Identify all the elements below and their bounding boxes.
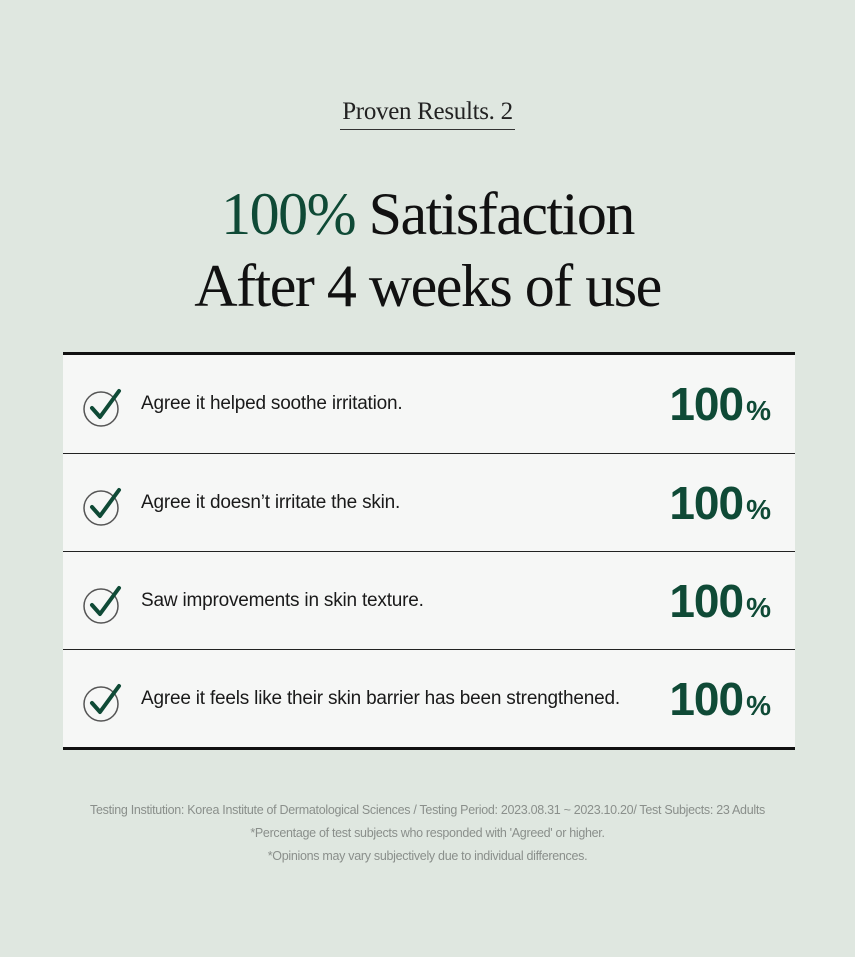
check-circle-icon [83,684,121,722]
result-value: 100% [669,672,771,726]
result-number: 100 [669,378,744,430]
results-table: Agree it helped soothe irritation. 100% … [63,352,795,750]
result-unit: % [746,395,771,426]
result-row: Agree it feels like their skin barrier h… [63,649,795,747]
check-circle-icon [83,586,121,624]
result-number: 100 [669,672,744,725]
result-label: Agree it doesn’t irritate the skin. [141,491,401,513]
result-row: Saw improvements in skin texture. 100% [63,551,795,649]
check-circle-icon [83,488,121,526]
result-unit: % [746,689,771,721]
result-label: Agree it helped soothe irritation. [141,393,403,414]
footnote: *Percentage of test subjects who respond… [250,826,605,840]
section-eyebrow: Proven Results. 2 [0,98,855,130]
headline: 100% Satisfaction After 4 weeks of use [0,178,855,322]
result-row: Agree it doesn’t irritate the skin. 100% [63,453,795,551]
result-label: Agree it feels like their skin barrier h… [141,687,620,709]
eyebrow-text: Proven Results. 2 [340,98,515,130]
result-value: 100% [669,377,771,431]
result-label: Saw improvements in skin texture. [141,589,424,611]
result-value: 100% [669,476,771,530]
result-unit: % [746,591,771,623]
headline-line1: Satisfaction [355,181,636,247]
footnote: Testing Institution: Korea Institute of … [90,803,765,817]
headline-accent: 100% [221,181,356,247]
footnotes: Testing Institution: Korea Institute of … [0,799,855,868]
result-number: 100 [669,574,744,627]
result-value: 100% [669,574,771,628]
check-circle-icon [83,389,121,427]
result-row: Agree it helped soothe irritation. 100% [63,355,795,453]
headline-line2: After 4 weeks of use [194,253,662,319]
result-unit: % [746,493,771,525]
result-number: 100 [669,476,744,529]
footnote: *Opinions may vary subjectively due to i… [267,849,588,863]
